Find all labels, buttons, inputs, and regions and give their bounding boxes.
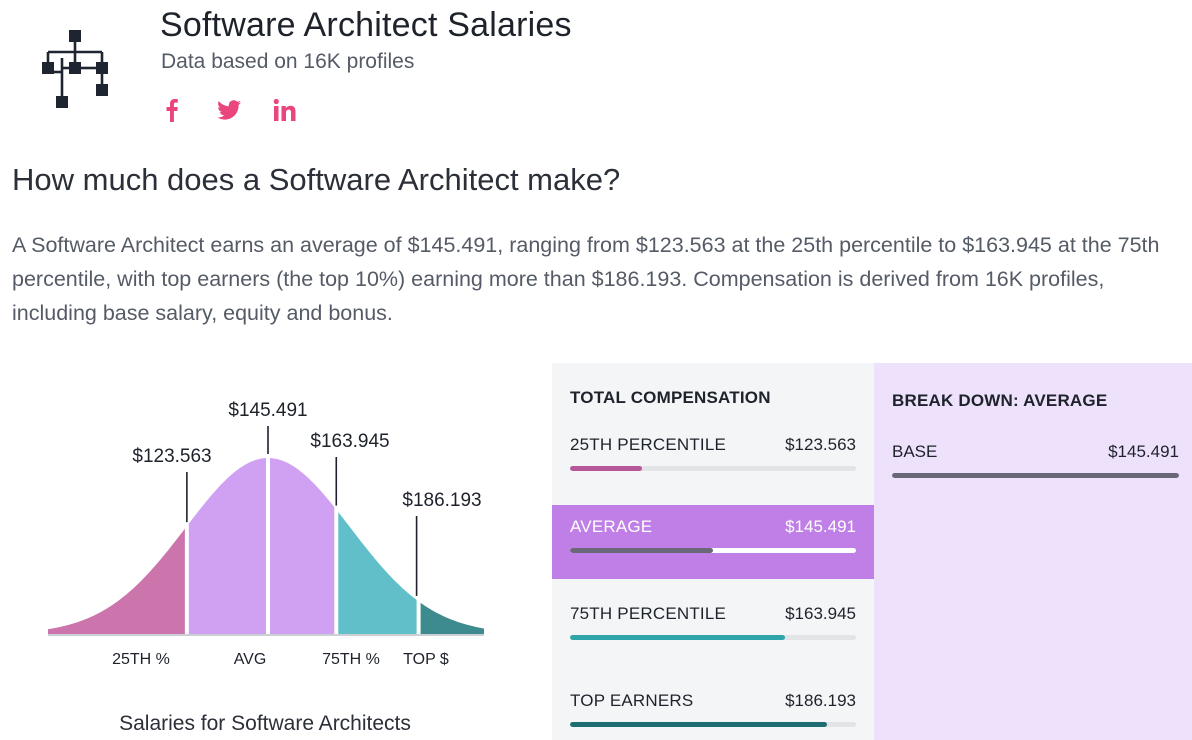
facebook-icon[interactable] (158, 96, 188, 124)
breakdown-base-value: $145.491 (1108, 442, 1179, 461)
value-label: $186.193 (402, 490, 481, 511)
page-title: Software Architect Salaries (160, 6, 572, 44)
compensation-row-bar (570, 548, 856, 553)
compensation-row[interactable]: TOP EARNERS $186.193 (552, 679, 874, 740)
compensation-row[interactable]: AVERAGE $145.491 (552, 505, 874, 579)
distribution-curve: $123.563 $145.491$163.945 $186.193 25TH % AV… (48, 400, 484, 668)
breakdown-base-bar (892, 473, 1179, 478)
category-label: 75TH % (322, 651, 380, 668)
breakdown-base-bar-fill (892, 473, 1179, 478)
total-compensation-title: TOTAL COMPENSATION (570, 388, 771, 407)
compensation-row-bar-fill (570, 722, 828, 727)
compensation-row-value: $163.945 (785, 604, 856, 623)
question-heading: How much does a Software Architect make? (12, 162, 621, 197)
value-label: $123.563 (132, 446, 211, 467)
chart-caption: Salaries for Software Architects (119, 712, 411, 735)
compensation-row-bar (570, 635, 856, 640)
compensation-row[interactable]: 75TH PERCENTILE $163.945 (552, 592, 874, 666)
compensation-row-label: TOP EARNERS (570, 691, 694, 710)
twitter-icon[interactable] (214, 96, 244, 124)
compensation-row-bar-fill (570, 635, 785, 640)
region-75th (336, 509, 419, 634)
compensation-row-label: 75TH PERCENTILE (570, 604, 727, 623)
region-top (418, 601, 484, 634)
breakdown-title: BREAK DOWN: AVERAGE (892, 391, 1108, 410)
compensation-row-bar-fill (570, 548, 713, 553)
compensation-row-label: 25TH PERCENTILE (570, 435, 727, 454)
social-links (158, 96, 300, 124)
category-label: TOP $ (403, 651, 449, 668)
breakdown-base-label: BASE (892, 442, 938, 461)
compensation-row-value: $145.491 (785, 517, 856, 536)
page-subtitle: Data based on 16K profiles (161, 50, 415, 73)
category-label: 25TH % (112, 651, 170, 668)
compensation-row[interactable]: 25TH PERCENTILE $123.563 (552, 423, 874, 497)
value-label: $145.491 (228, 400, 307, 421)
breakdown-panel: BREAK DOWN: AVERAGE BASE $145.491 (874, 363, 1192, 740)
category-label: AVG (234, 651, 267, 668)
compensation-row-label: AVERAGE (570, 517, 653, 536)
compensation-row-bar (570, 466, 856, 471)
total-compensation-panel: TOTAL COMPENSATION 25TH PERCENTILE $123.5… (552, 363, 874, 740)
region-avg-right (268, 458, 337, 634)
salary-distribution-chart: $123.563 $145.491 $163.945 $186.193 25TH % AV… (0, 370, 540, 740)
linkedin-icon[interactable] (270, 96, 300, 124)
compensation-row-bar (570, 722, 856, 727)
compensation-row-value: $123.563 (785, 435, 856, 454)
page-header: Software Architect Salaries Data based o… (0, 0, 1192, 140)
salary-description: A Software Architect earns an average of… (12, 233, 1160, 325)
compensation-row-value: $186.193 (785, 691, 856, 710)
region-25th (48, 526, 187, 634)
region-avg-left (186, 458, 268, 634)
value-label: $163.945 (310, 431, 389, 452)
compensation-row-bar-fill (570, 466, 642, 471)
org-hierarchy-icon (42, 30, 108, 108)
